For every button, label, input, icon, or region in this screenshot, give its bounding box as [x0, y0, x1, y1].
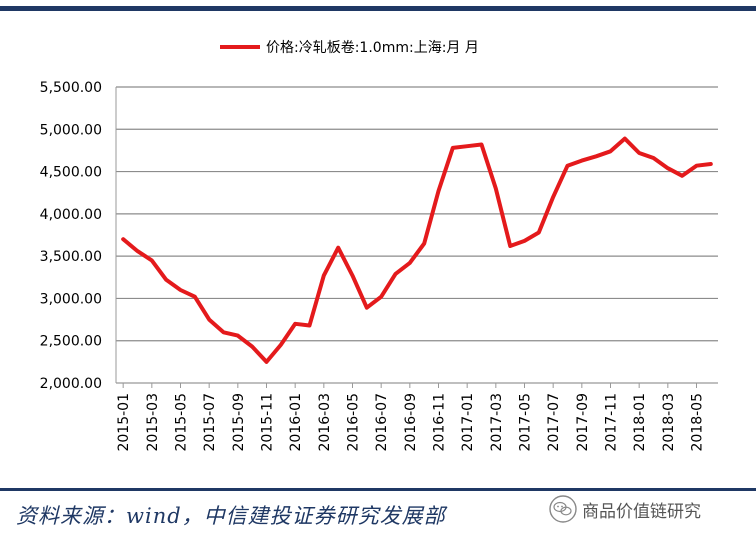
watermark-text: 商品价值链研究	[582, 501, 701, 522]
watermark: 商品价值链研究	[548, 494, 701, 524]
y-tick-label: 2,000.00	[40, 376, 102, 392]
y-tick-label: 2,500.00	[40, 334, 102, 350]
x-tick-label: 2017-05	[518, 393, 534, 452]
top-frame-bar	[0, 6, 756, 11]
x-tick-label: 2015-07	[202, 393, 218, 452]
wechat-icon	[549, 495, 577, 523]
y-tick-label: 4,500.00	[40, 165, 102, 181]
y-tick-label: 3,500.00	[40, 249, 102, 265]
x-tick-label: 2015-05	[174, 393, 190, 452]
series-line	[121, 136, 713, 364]
y-tick-label: 3,000.00	[40, 291, 102, 307]
x-tick-label: 2017-01	[460, 393, 476, 452]
x-tick-label: 2016-03	[317, 393, 333, 452]
x-tick-label: 2017-11	[604, 393, 620, 452]
x-tick-label: 2016-11	[432, 393, 448, 452]
line-chart: 2,000.00 2,500.00 3,000.00 3,500.00 4,000.00…	[40, 40, 718, 452]
x-tick-label: 2016-05	[346, 393, 362, 452]
x-tick-label: 2016-09	[403, 393, 419, 452]
gridlines	[116, 86, 718, 384]
y-tick-label: 5,000.00	[40, 122, 102, 138]
x-tick-label: 2018-03	[661, 393, 677, 452]
bottom-frame-bar	[0, 488, 756, 491]
x-tick-label: 2016-07	[374, 393, 390, 452]
x-tick-label: 2018-05	[690, 393, 706, 452]
y-tick-label: 5,500.00	[40, 80, 102, 96]
x-axis: 2015-01 2015-03 2015-05 2015-07 2015-09 2015-…	[116, 383, 706, 452]
x-tick-label: 2016-01	[288, 393, 304, 452]
x-tick-label: 2015-09	[231, 393, 247, 452]
x-tick-label: 2017-09	[575, 393, 591, 452]
y-axis: 2,000.00 2,500.00 3,000.00 3,500.00 4,000.00…	[40, 80, 117, 392]
x-tick-label: 2015-03	[145, 393, 161, 452]
y-tick-label: 4,000.00	[40, 207, 102, 223]
legend: 价格:冷轧板卷:1.0mm:上海:月 月	[220, 40, 479, 56]
plot-area	[121, 136, 713, 364]
x-tick-label: 2017-07	[546, 393, 562, 452]
source-note: 资料来源：wind，中信建投证券研究发展部	[16, 504, 446, 528]
x-tick-label: 2017-03	[489, 393, 505, 452]
legend-label: 价格:冷轧板卷:1.0mm:上海:月 月	[266, 40, 479, 56]
x-tick-label: 2015-11	[260, 393, 276, 452]
x-tick-label: 2018-01	[632, 393, 648, 452]
x-tick-label: 2015-01	[116, 393, 132, 452]
